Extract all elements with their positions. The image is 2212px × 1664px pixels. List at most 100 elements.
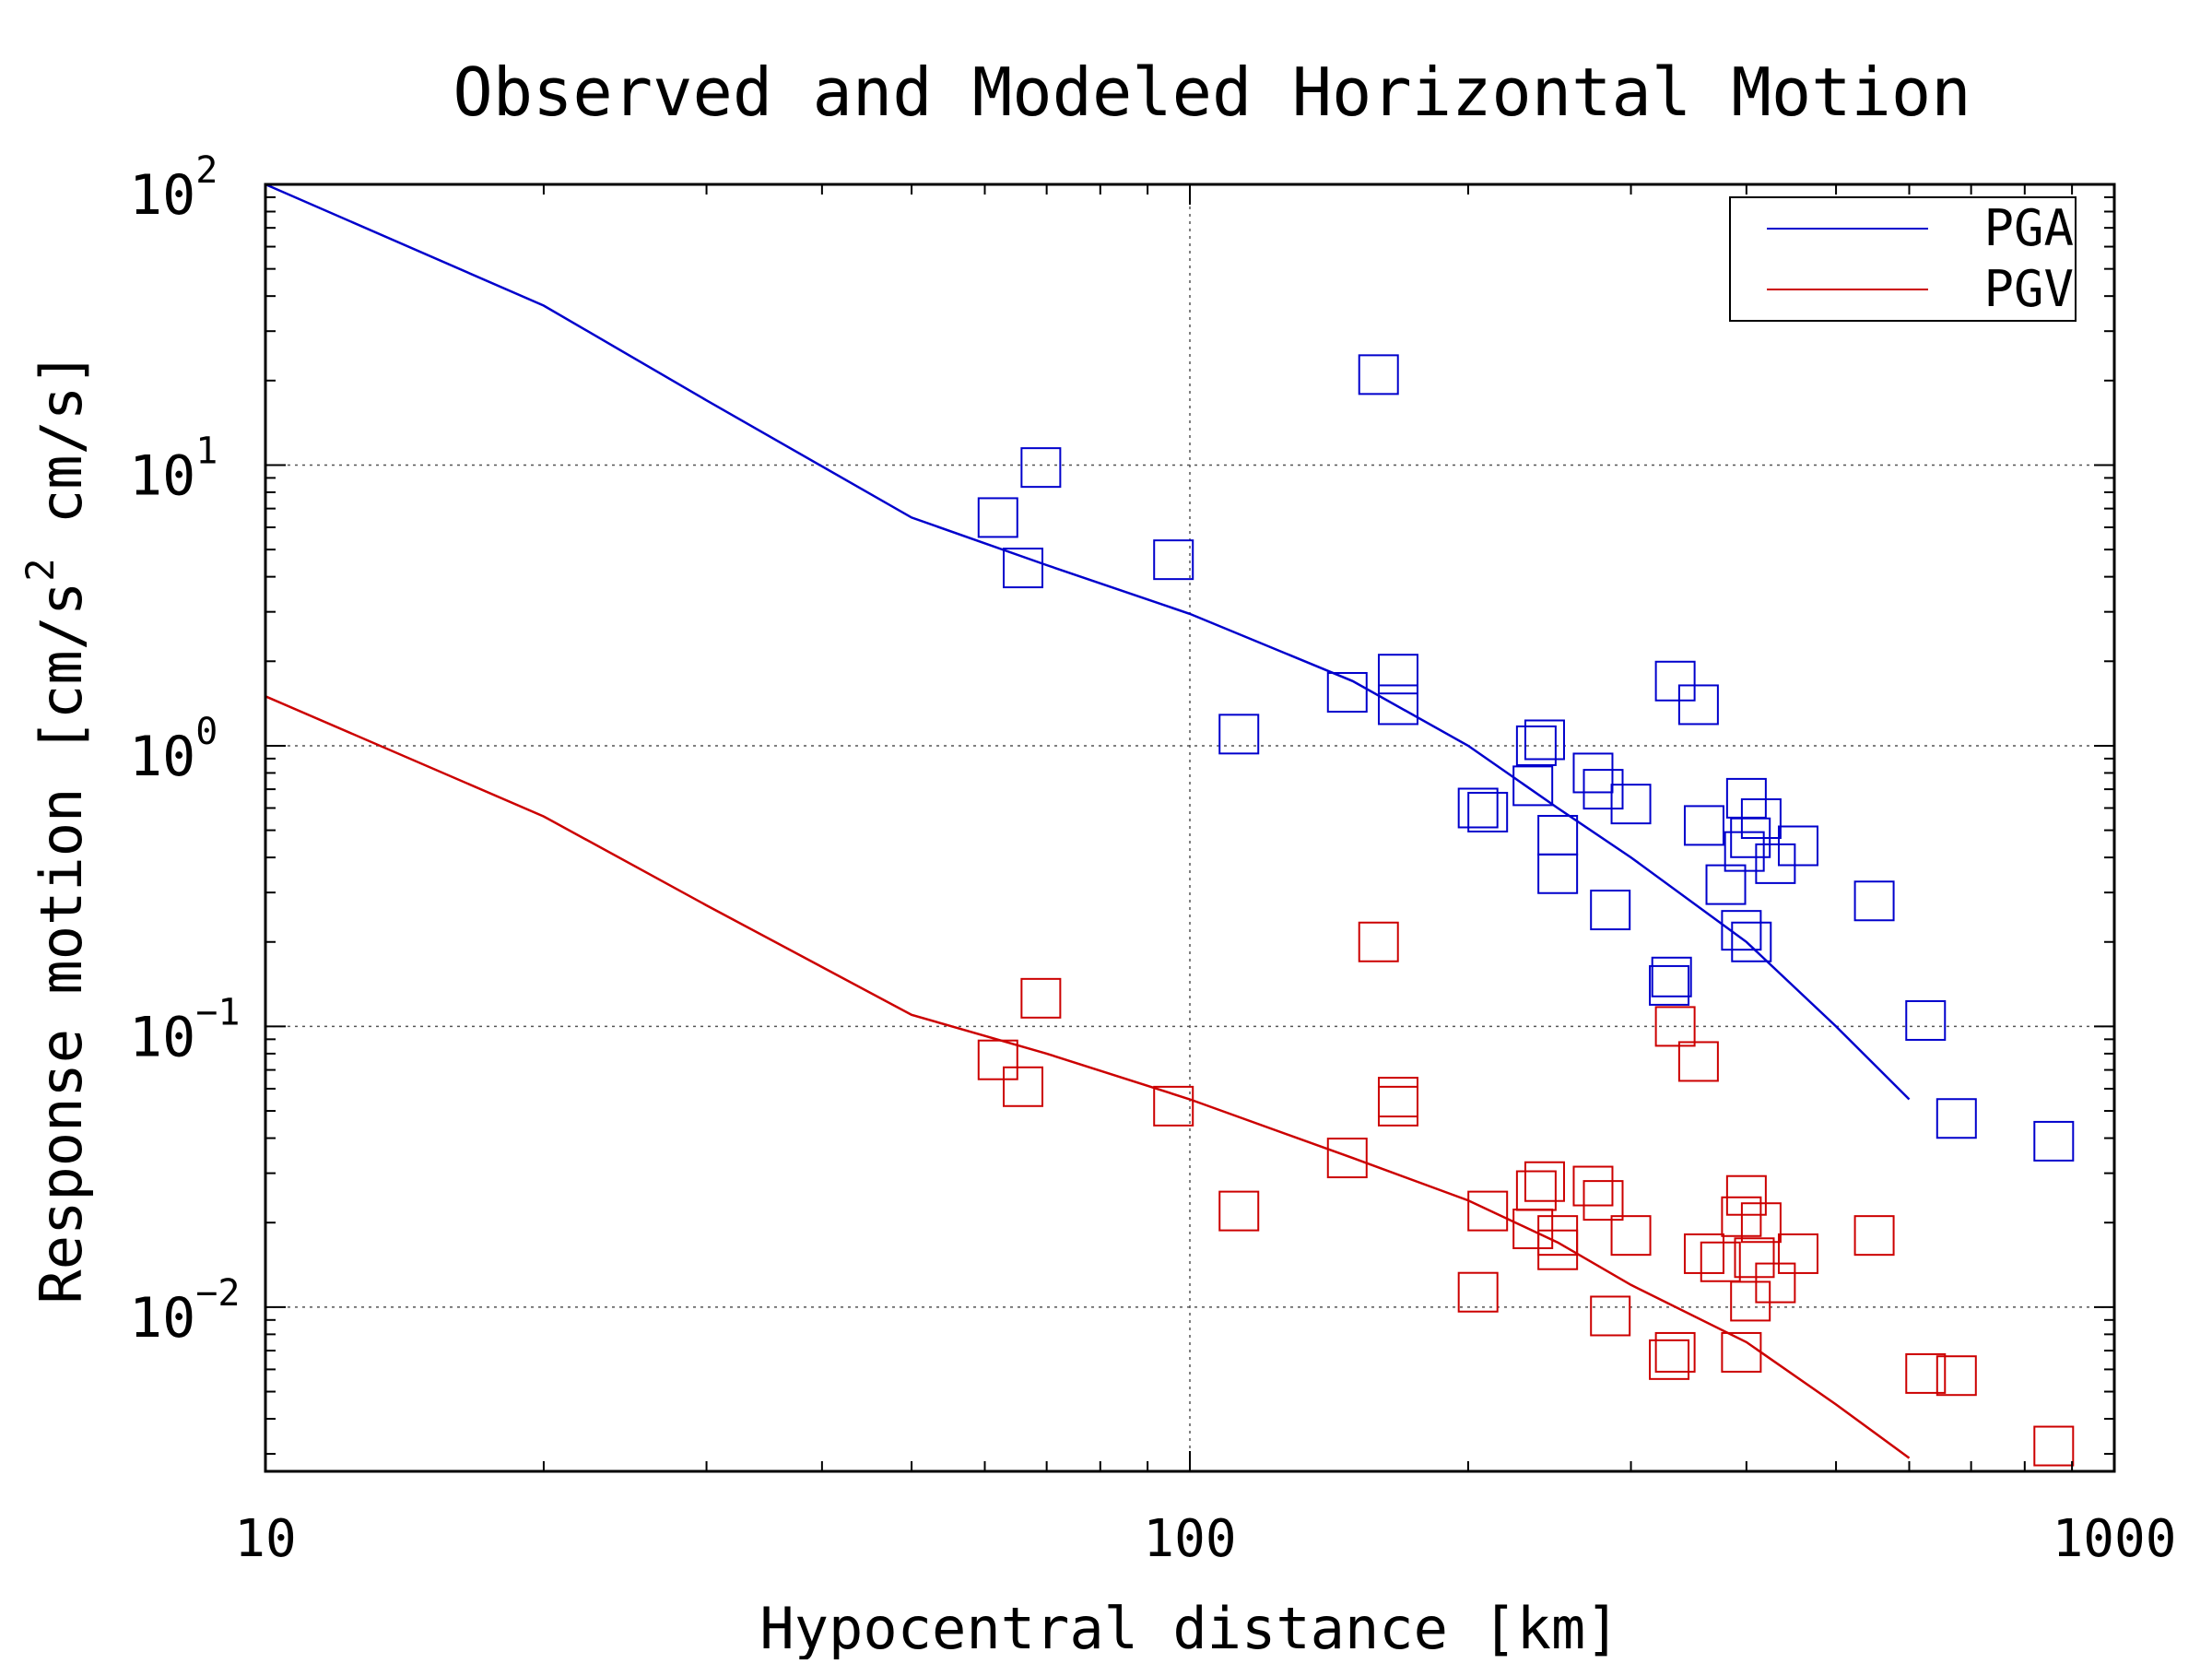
pga-marker bbox=[1731, 921, 1772, 962]
pgv-marker bbox=[1777, 1233, 1818, 1274]
y-tick-label-base: 10 bbox=[129, 1286, 195, 1351]
y-axis-label: Response motion [cm/s2 cm/s] bbox=[18, 351, 95, 1304]
y-axis-label-prefix: Response motion [cm/s bbox=[28, 582, 95, 1304]
pga-marker bbox=[1326, 671, 1368, 713]
pga-marker bbox=[1467, 791, 1509, 832]
pga-marker bbox=[1649, 964, 1690, 1006]
pgv-marker bbox=[1683, 1233, 1724, 1274]
pgv-marker bbox=[2033, 1425, 2075, 1467]
pga-marker bbox=[1537, 853, 1579, 894]
pgv-marker bbox=[1730, 1280, 1771, 1322]
y-tick-label-exponent: −2 bbox=[195, 1272, 240, 1315]
axis-ticks bbox=[265, 184, 2114, 1471]
pgv-marker bbox=[1020, 977, 1062, 1019]
pga-marker bbox=[1524, 719, 1565, 761]
x-tick-label: 100 bbox=[1143, 1509, 1236, 1569]
pga-marker bbox=[1724, 831, 1765, 872]
observation-markers bbox=[977, 354, 2075, 1467]
y-tick-label: 10−1 bbox=[129, 991, 240, 1069]
pga-marker bbox=[1512, 765, 1554, 807]
pgv-marker bbox=[1740, 1202, 1782, 1244]
pgv-marker bbox=[1358, 921, 1399, 962]
pga-marker bbox=[1020, 447, 1062, 489]
pga-marker bbox=[1853, 880, 1895, 922]
y-tick-label-base: 10 bbox=[129, 443, 195, 508]
model-line-pga bbox=[265, 183, 1911, 1101]
pga-marker bbox=[1740, 797, 1782, 839]
x-tick-label: 10 bbox=[234, 1509, 296, 1569]
legend-label-pga: PGA bbox=[1983, 199, 2074, 257]
legend-label-pgv: PGV bbox=[1983, 260, 2074, 318]
pga-marker bbox=[1777, 825, 1818, 867]
pgv-marker bbox=[1936, 1355, 1977, 1397]
pga-marker bbox=[1358, 354, 1399, 395]
x-tick-label: 1000 bbox=[2053, 1509, 2177, 1569]
pga-marker bbox=[1651, 956, 1692, 997]
pgv-marker bbox=[1153, 1085, 1194, 1127]
pgv-marker bbox=[977, 1039, 1018, 1080]
model-line-pgv bbox=[265, 695, 1911, 1459]
model-lines bbox=[265, 183, 1911, 1459]
y-tick-label: 10−2 bbox=[129, 1272, 240, 1351]
pga-marker bbox=[1677, 684, 1719, 726]
chart-title: Observed and Modeled Horizontal Motion bbox=[453, 53, 1971, 131]
pga-marker bbox=[1905, 999, 1947, 1041]
y-tick-label: 102 bbox=[129, 149, 218, 228]
pgv-marker bbox=[1003, 1066, 1044, 1107]
pga-marker bbox=[1755, 843, 1796, 884]
pga-marker bbox=[1572, 752, 1614, 794]
pga-marker bbox=[1457, 787, 1499, 829]
x-tick-labels: 10 100 1000 bbox=[234, 1509, 2176, 1569]
pgv-marker bbox=[1734, 1237, 1775, 1279]
pgv-marker bbox=[1467, 1190, 1509, 1232]
pga-marker bbox=[2033, 1120, 2075, 1162]
pgv-marker bbox=[1610, 1215, 1652, 1257]
grid bbox=[265, 183, 2114, 1471]
pgv-marker bbox=[1755, 1262, 1796, 1304]
pgv-marker bbox=[1326, 1138, 1368, 1179]
pga-marker bbox=[1683, 805, 1724, 846]
pga-marker bbox=[1515, 725, 1557, 766]
pga-marker bbox=[1725, 777, 1767, 819]
pga-marker bbox=[1003, 548, 1044, 589]
pgv-marker bbox=[1649, 1339, 1690, 1380]
pgv-marker bbox=[1654, 1006, 1696, 1047]
pga-marker bbox=[1218, 714, 1260, 755]
pgv-marker bbox=[1515, 1170, 1557, 1211]
y-tick-label-base: 10 bbox=[129, 163, 195, 228]
y-tick-label-exponent: 2 bbox=[195, 149, 218, 192]
y-tick-label-exponent: 0 bbox=[195, 711, 218, 753]
pga-marker bbox=[1610, 784, 1652, 825]
pgv-marker bbox=[1677, 1041, 1719, 1082]
pgv-marker bbox=[1853, 1215, 1895, 1257]
y-axis-label-suffix: cm/s] bbox=[28, 351, 95, 558]
pgv-marker bbox=[1572, 1165, 1614, 1207]
pga-marker bbox=[1583, 769, 1624, 810]
pga-marker bbox=[1654, 660, 1696, 702]
pga-marker bbox=[1153, 539, 1194, 581]
pga-marker bbox=[1377, 684, 1418, 726]
pgv-marker bbox=[1721, 1331, 1762, 1373]
legend: PGA PGV bbox=[1729, 196, 2077, 322]
pgv-marker bbox=[1457, 1271, 1499, 1313]
pga-marker bbox=[1377, 654, 1418, 695]
pga-marker bbox=[1537, 814, 1579, 856]
pga-marker bbox=[977, 497, 1018, 538]
pgv-marker bbox=[1725, 1174, 1767, 1216]
y-tick-label-exponent: −1 bbox=[195, 991, 240, 1033]
y-tick-label: 100 bbox=[129, 711, 218, 789]
legend-box bbox=[1729, 196, 2077, 322]
y-tick-label-base: 10 bbox=[129, 1005, 195, 1069]
pgv-marker bbox=[1590, 1295, 1631, 1337]
pgv-marker bbox=[1583, 1180, 1624, 1221]
y-tick-label-exponent: 1 bbox=[195, 430, 218, 472]
pgv-marker bbox=[1700, 1241, 1741, 1282]
pgv-marker bbox=[1377, 1077, 1418, 1118]
pga-marker bbox=[1936, 1098, 1977, 1139]
y-tick-label: 101 bbox=[129, 430, 218, 508]
y-axis-label-superscript: 2 bbox=[18, 558, 63, 581]
pga-marker bbox=[1590, 890, 1631, 931]
